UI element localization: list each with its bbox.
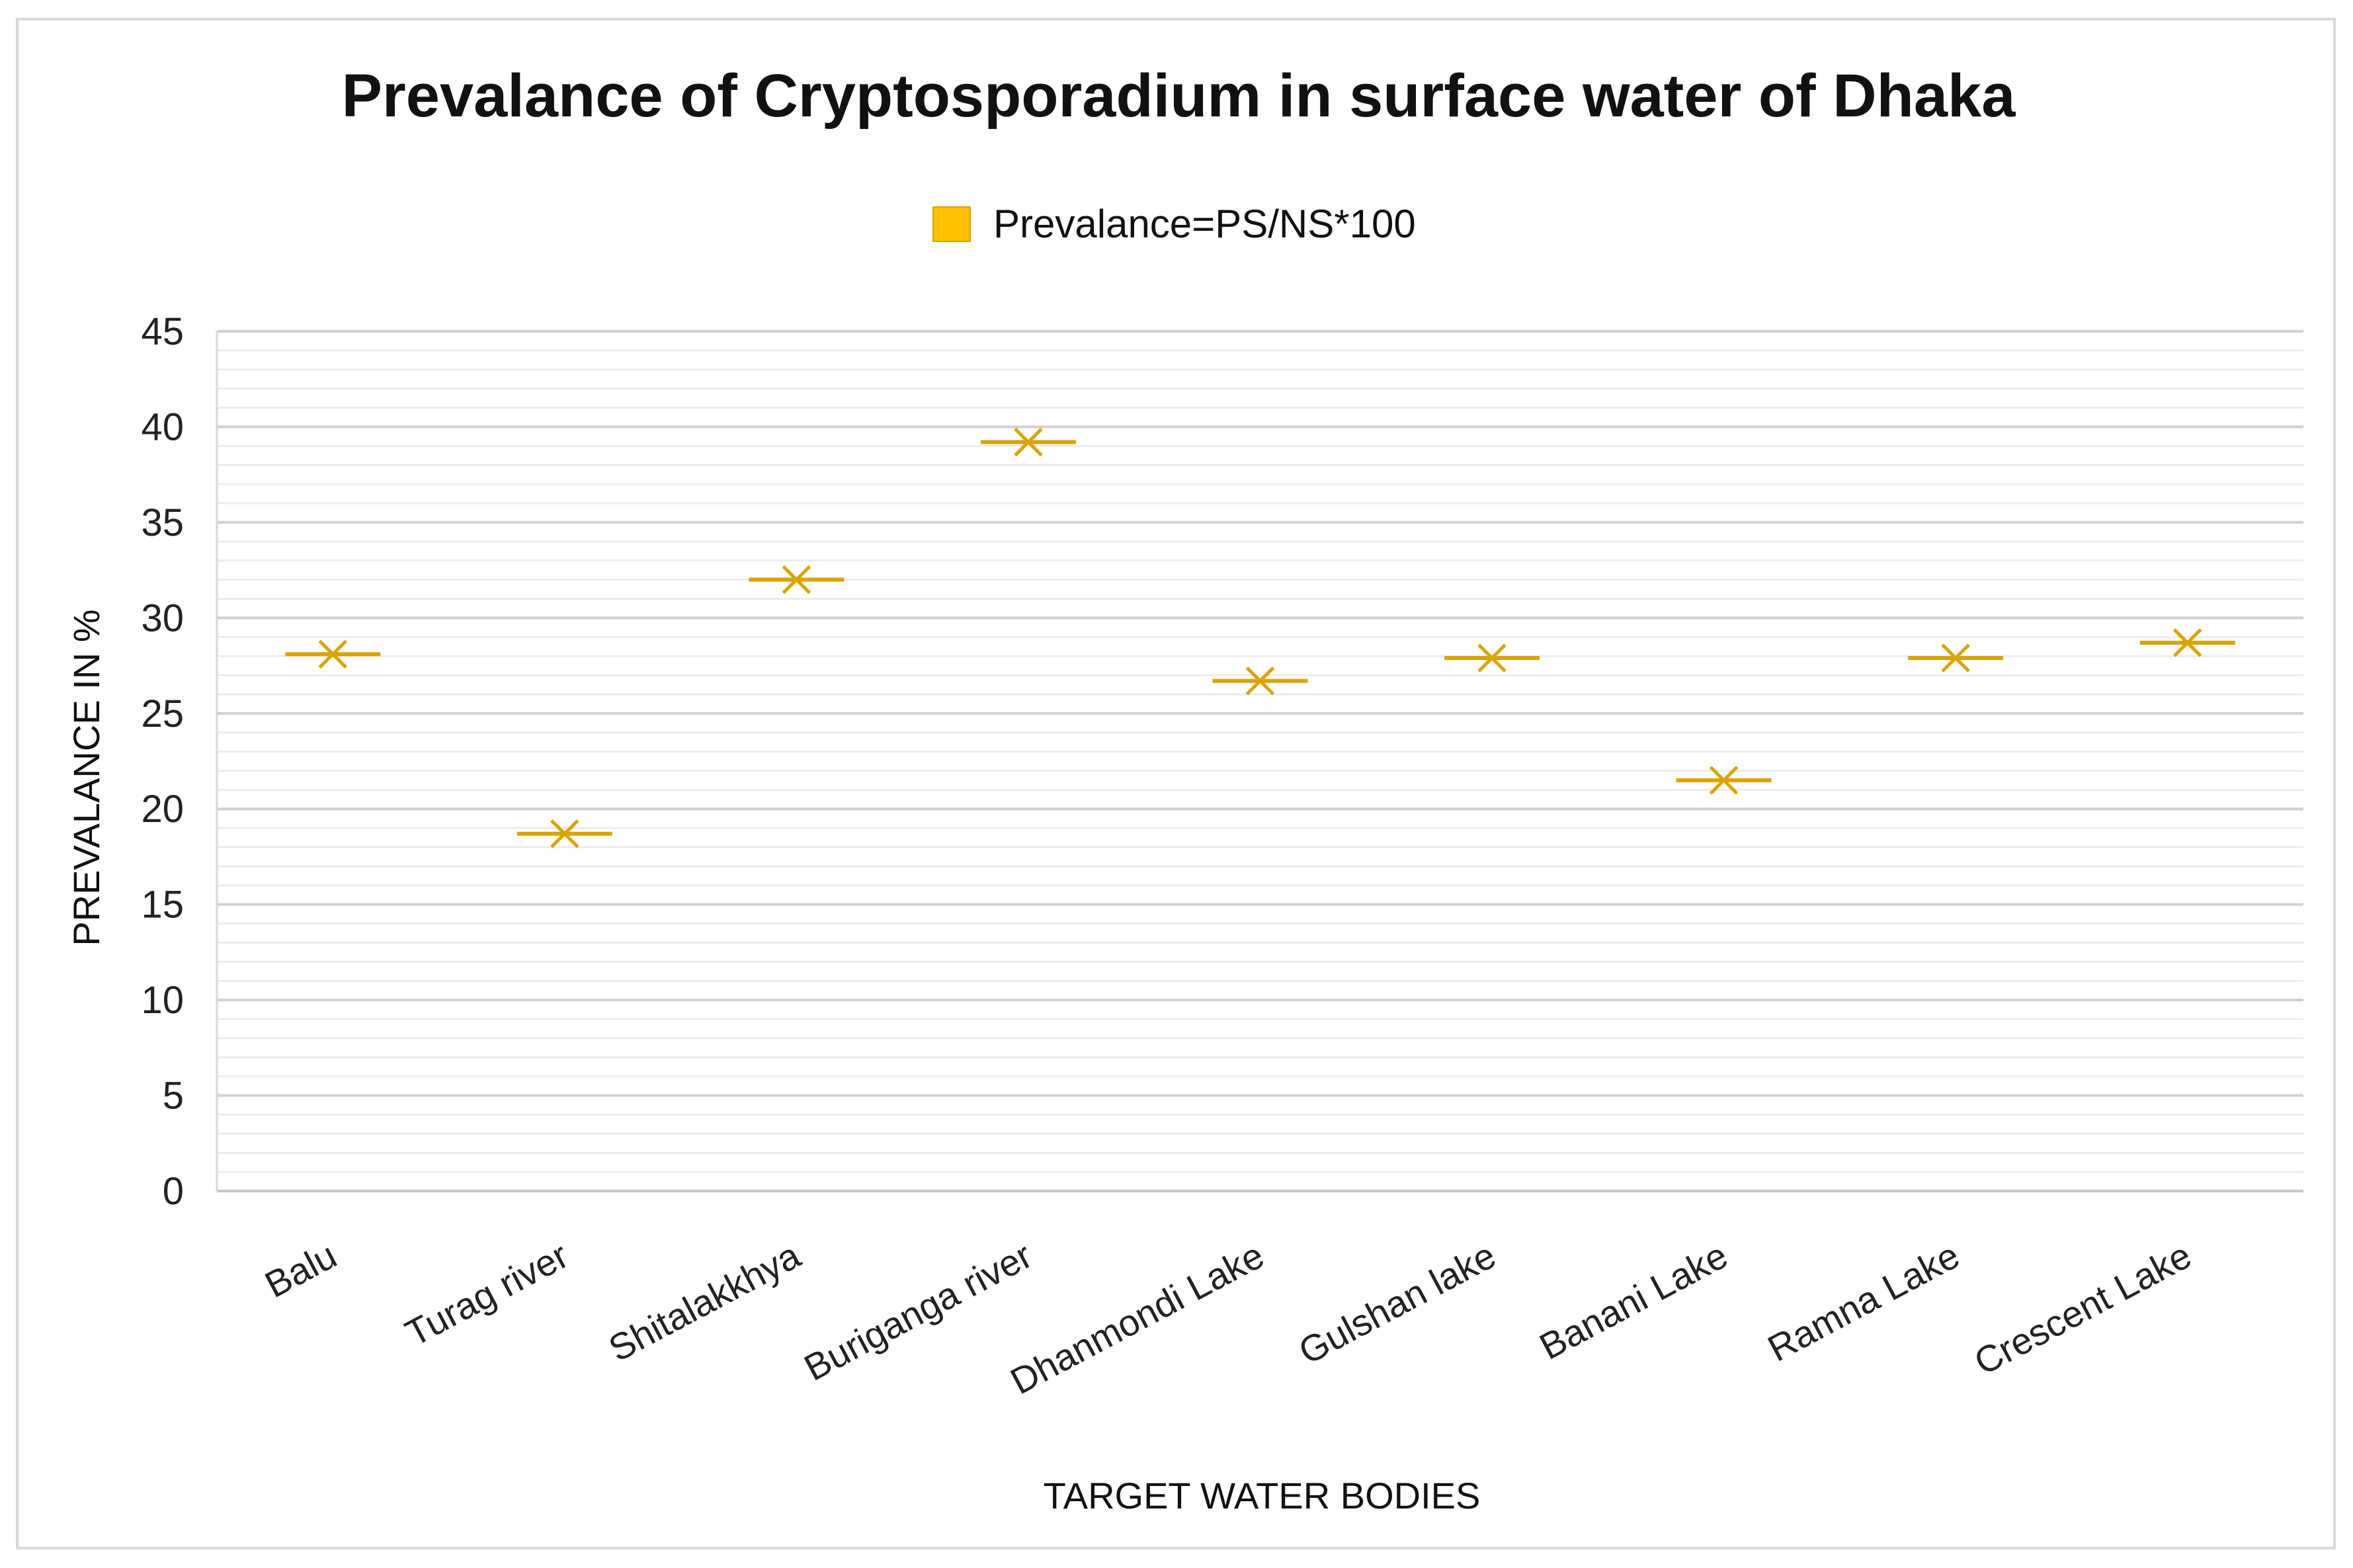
data-point	[1212, 666, 1308, 696]
grid	[217, 330, 2303, 1192]
y-tick-label: 5	[163, 1075, 184, 1118]
y-tick-label: 35	[141, 501, 184, 544]
x-tick-label: Gulshan lake	[1292, 1234, 1502, 1372]
y-tick-label: 40	[141, 405, 184, 448]
y-tick-label: 45	[141, 310, 184, 353]
chart-frame: Prevalance of Cryptosporadium in surface…	[16, 18, 2336, 1549]
x-tick-label: Turag river	[399, 1234, 575, 1354]
data-point	[1444, 643, 1540, 673]
data-markers	[285, 427, 2235, 848]
legend: Prevalance=PS/NS*100	[932, 202, 1416, 246]
chart-svg: Prevalance of Cryptosporadium in surface…	[65, 62, 2303, 1516]
data-point	[516, 819, 612, 848]
legend-swatch	[932, 206, 971, 242]
y-axis-label: PREVALANCE IN %	[65, 609, 107, 946]
marker-x	[1941, 643, 1970, 673]
x-axis-label: TARGET WATER BODIES	[1044, 1475, 1481, 1516]
y-tick-label: 10	[141, 979, 184, 1022]
marker-x	[782, 565, 811, 595]
marker-x	[550, 819, 579, 848]
x-tick-label: Ramna Lake	[1761, 1234, 1966, 1370]
y-tick-label: 25	[141, 692, 184, 735]
marker-x	[1245, 666, 1275, 696]
marker-x	[1014, 427, 1043, 457]
marker-x	[2172, 628, 2202, 657]
marker-x	[1709, 766, 1739, 795]
marker-x	[318, 640, 348, 669]
y-tick-label: 20	[141, 788, 184, 831]
data-point	[749, 565, 845, 595]
x-tick-label: Crescent Lake	[1967, 1234, 2198, 1383]
data-point	[285, 640, 381, 669]
y-axis-ticks: 0 5 10 15 20 25 30 35 40 45	[141, 310, 184, 1213]
data-point	[1676, 766, 1772, 795]
data-point	[980, 427, 1076, 457]
x-tick-label: Banani Lake	[1533, 1234, 1735, 1368]
y-tick-label: 0	[163, 1170, 184, 1213]
x-tick-label: Shitalakkhya	[602, 1234, 807, 1370]
marker-x	[1477, 643, 1507, 673]
legend-label: Prevalance=PS/NS*100	[993, 202, 1416, 246]
data-point	[2139, 628, 2235, 657]
x-tick-label: Balu	[258, 1234, 343, 1305]
y-tick-label: 15	[141, 884, 184, 927]
x-tick-label: Buriganga river	[798, 1234, 1039, 1389]
data-point	[1908, 643, 2004, 673]
x-axis	[216, 331, 2303, 1192]
x-tick-label: Dhanmondi Lake	[1004, 1234, 1270, 1402]
chart-title: Prevalance of Cryptosporadium in surface…	[342, 62, 2016, 130]
y-tick-label: 30	[141, 597, 184, 640]
